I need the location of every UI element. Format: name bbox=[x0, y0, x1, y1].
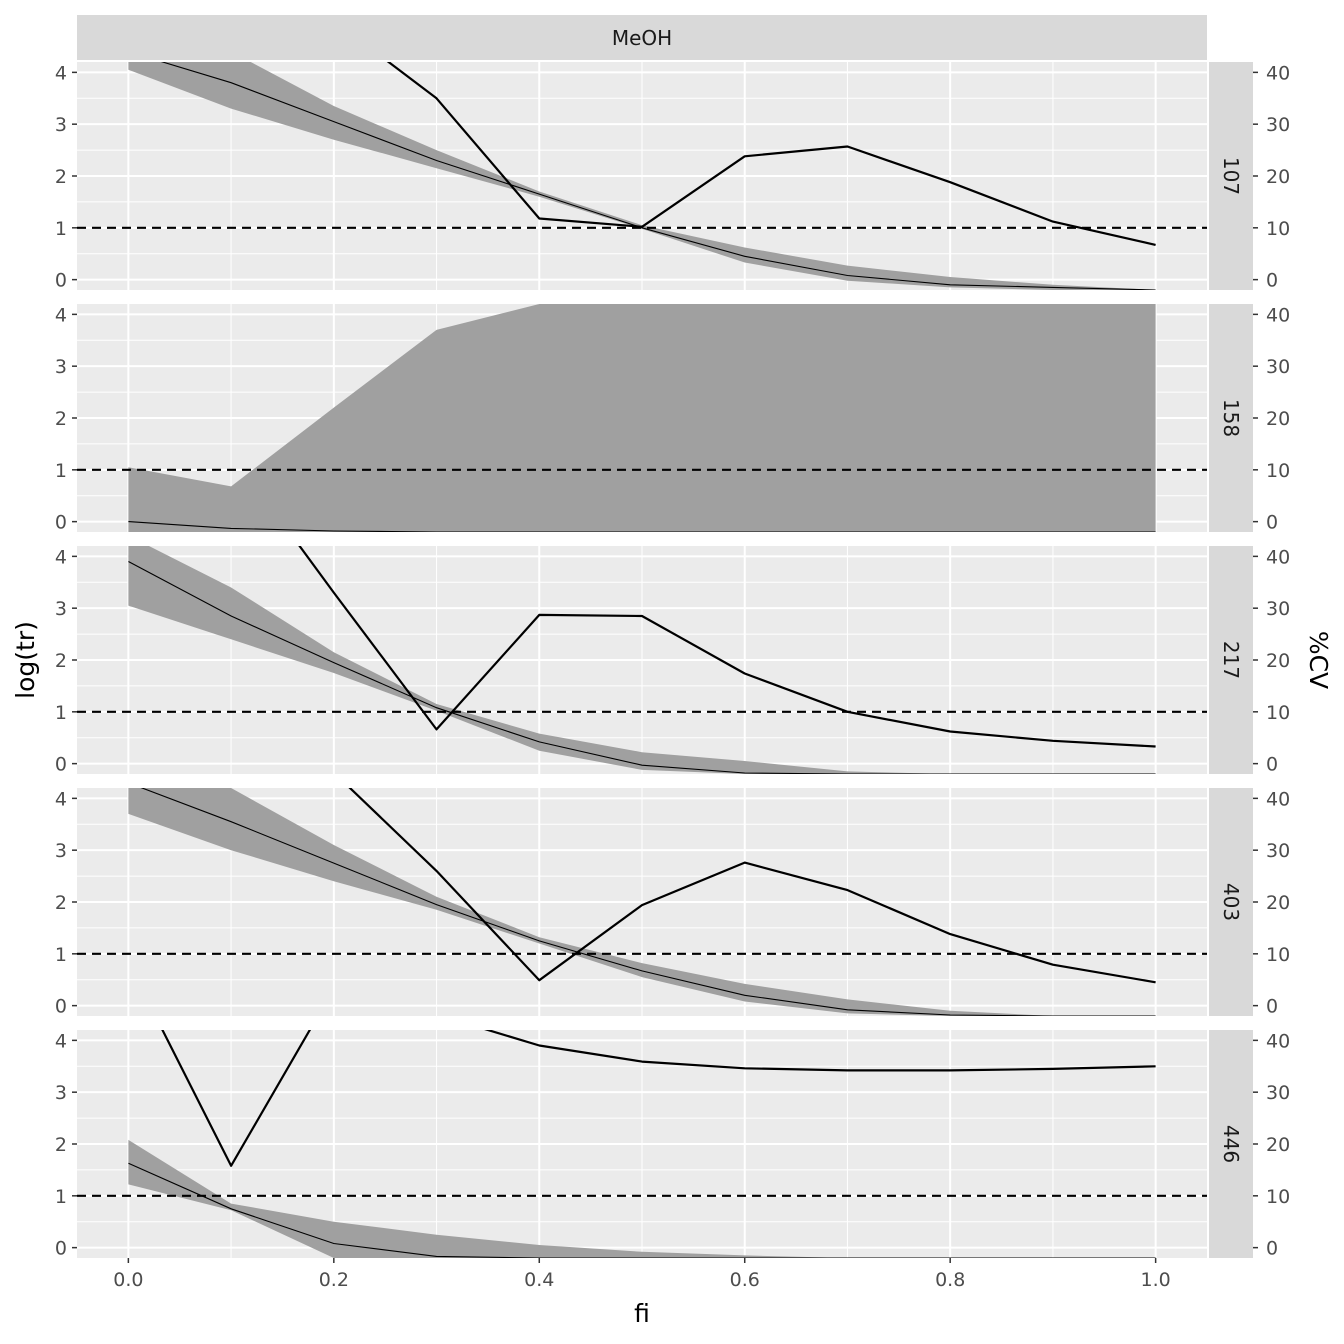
facet-label-158: 158 bbox=[1219, 399, 1243, 437]
logtr-line-403 bbox=[140, 788, 1156, 1016]
y-right-tick-label: 0 bbox=[1266, 512, 1278, 534]
y-right-tick-label: 10 bbox=[1266, 944, 1290, 966]
facet-strip-right bbox=[1209, 1030, 1253, 1258]
panel-data-446 bbox=[128, 1030, 1156, 1258]
y-tick-label: 3 bbox=[55, 356, 67, 378]
y-right-tick-label: 10 bbox=[1266, 702, 1290, 724]
y-tick-label: 2 bbox=[55, 1134, 67, 1156]
y-tick-label: 4 bbox=[55, 304, 67, 326]
facet-panels: 0123401020304010701234010203040158012340… bbox=[55, 62, 1290, 1260]
x-tick-label: 0.6 bbox=[730, 1269, 760, 1291]
x-tick-label: 0.0 bbox=[113, 1269, 143, 1291]
facet-title: MeOH bbox=[612, 26, 672, 50]
panel-data-158 bbox=[128, 304, 1156, 532]
y-tick-label: 0 bbox=[55, 512, 67, 534]
cv-line-107 bbox=[386, 62, 1156, 246]
x-tick-label: 0.2 bbox=[319, 1269, 349, 1291]
y-right-tick-label: 30 bbox=[1266, 1082, 1290, 1104]
y-right-tick-label: 20 bbox=[1266, 408, 1290, 430]
y-right-tick-label: 0 bbox=[1266, 1238, 1278, 1260]
y-right-tick-label: 40 bbox=[1266, 1030, 1290, 1052]
y-tick-label: 3 bbox=[55, 598, 67, 620]
facet-strip-right bbox=[1209, 304, 1253, 532]
y-tick-label: 3 bbox=[55, 840, 67, 862]
y-right-tick-label: 30 bbox=[1266, 840, 1290, 862]
y-tick-label: 0 bbox=[55, 270, 67, 292]
y-right-tick-label: 10 bbox=[1266, 1186, 1290, 1208]
y-right-tick-label: 0 bbox=[1266, 754, 1278, 776]
y-tick-label: 2 bbox=[55, 892, 67, 914]
y-tick-label: 1 bbox=[55, 1186, 67, 1208]
ribbon-107 bbox=[128, 62, 1156, 290]
x-tick-label: 1.0 bbox=[1141, 1269, 1171, 1291]
y-tick-label: 1 bbox=[55, 218, 67, 240]
y-right-tick-label: 10 bbox=[1266, 218, 1290, 240]
facet-label-403: 403 bbox=[1219, 883, 1243, 921]
y-tick-label: 4 bbox=[55, 62, 67, 84]
y-tick-label: 4 bbox=[55, 546, 67, 568]
panel-data-403 bbox=[128, 788, 1156, 1016]
y-right-tick-label: 0 bbox=[1266, 996, 1278, 1018]
y-tick-label: 0 bbox=[55, 996, 67, 1018]
facet-strip-top-bg bbox=[77, 15, 1207, 60]
ribbon-446 bbox=[128, 1139, 1156, 1258]
y-right-tick-label: 40 bbox=[1266, 62, 1290, 84]
y-tick-label: 3 bbox=[55, 1082, 67, 1104]
x-tick-label: 0.4 bbox=[524, 1269, 554, 1291]
y-tick-label: 1 bbox=[55, 702, 67, 724]
x-axis: 0.0 0.2 0.4 0.6 0.8 1.0 bbox=[113, 1258, 1171, 1291]
logtr-line-217 bbox=[128, 561, 1156, 774]
facet-label-446: 446 bbox=[1219, 1125, 1243, 1163]
logtr-line-158 bbox=[128, 521, 1156, 532]
y-tick-label: 2 bbox=[55, 166, 67, 188]
x-tick-label: 0.8 bbox=[935, 1269, 965, 1291]
cv-line-217 bbox=[298, 546, 1156, 748]
y-tick-label: 4 bbox=[55, 1030, 67, 1052]
panel-data-217 bbox=[128, 546, 1156, 774]
panel-data-107 bbox=[128, 62, 1156, 290]
y-right-tick-label: 20 bbox=[1266, 166, 1290, 188]
logtr-line-446 bbox=[128, 1162, 1156, 1258]
y-right-tick-label: 40 bbox=[1266, 304, 1290, 326]
y-tick-label: 4 bbox=[55, 788, 67, 810]
y-right-tick-label: 30 bbox=[1266, 114, 1290, 136]
y-tick-label: 3 bbox=[55, 114, 67, 136]
y-right-tick-label: 20 bbox=[1266, 650, 1290, 672]
y-right-tick-label: 30 bbox=[1266, 598, 1290, 620]
y-tick-label: 1 bbox=[55, 460, 67, 482]
cv-line-403 bbox=[348, 788, 1156, 984]
ribbon-158 bbox=[128, 304, 1156, 532]
y-tick-label: 2 bbox=[55, 408, 67, 430]
y-right-tick-label: 0 bbox=[1266, 270, 1278, 292]
y-right-tick-label: 20 bbox=[1266, 892, 1290, 914]
x-axis-title: fi bbox=[634, 1299, 650, 1328]
cv-line-446 bbox=[161, 1030, 1156, 1167]
facet-strip-top: MeOH bbox=[77, 15, 1207, 60]
y-right-tick-label: 10 bbox=[1266, 460, 1290, 482]
y-right-tick-label: 30 bbox=[1266, 356, 1290, 378]
y-axis-right-title: %CV bbox=[1304, 631, 1333, 689]
facet-label-107: 107 bbox=[1219, 157, 1243, 195]
y-tick-label: 1 bbox=[55, 944, 67, 966]
y-axis-title: log(tr) bbox=[11, 621, 40, 699]
y-right-tick-label: 40 bbox=[1266, 546, 1290, 568]
y-tick-label: 0 bbox=[55, 1238, 67, 1260]
y-tick-label: 2 bbox=[55, 650, 67, 672]
facet-strip-right bbox=[1209, 788, 1253, 1016]
y-right-tick-label: 20 bbox=[1266, 1134, 1290, 1156]
facet-strip-right bbox=[1209, 62, 1253, 290]
y-tick-label: 0 bbox=[55, 754, 67, 776]
facet-label-217: 217 bbox=[1219, 641, 1243, 679]
y-right-tick-label: 40 bbox=[1266, 788, 1290, 810]
facet-strip-right bbox=[1209, 546, 1253, 774]
ribbon-217 bbox=[128, 546, 1156, 774]
